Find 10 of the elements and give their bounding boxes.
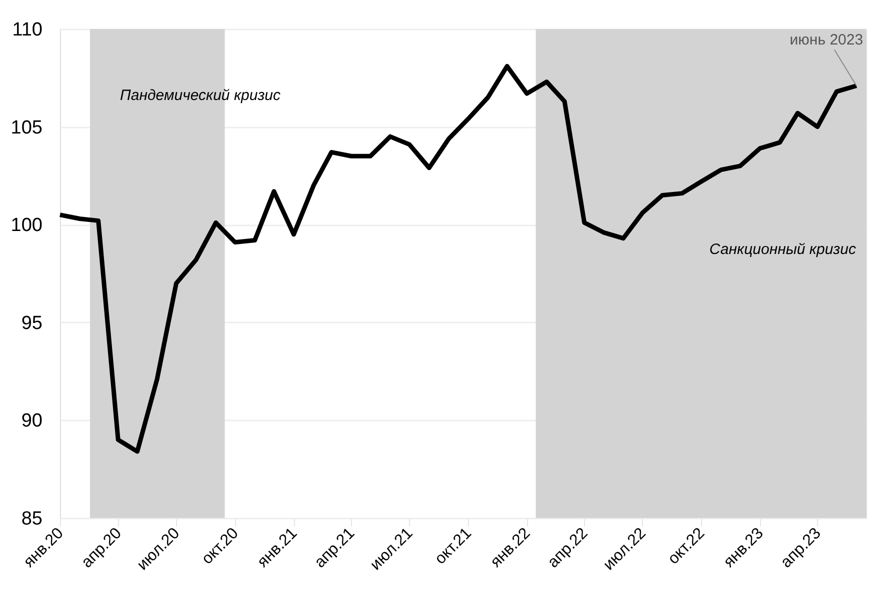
y-tick-label: 85 — [21, 508, 42, 530]
y-tick-label: 95 — [21, 312, 42, 334]
y-tick-label: 110 — [12, 20, 42, 40]
line-series — [58, 64, 859, 454]
annotation: июнь 2023 — [790, 32, 864, 49]
y-tick-label: 90 — [21, 410, 42, 432]
band-label: Санкционный кризис — [709, 241, 856, 258]
band-label: Пандемический кризис — [120, 87, 282, 104]
y-tick-label: 105 — [10, 117, 42, 138]
y-tick-label: 100 — [10, 215, 42, 236]
